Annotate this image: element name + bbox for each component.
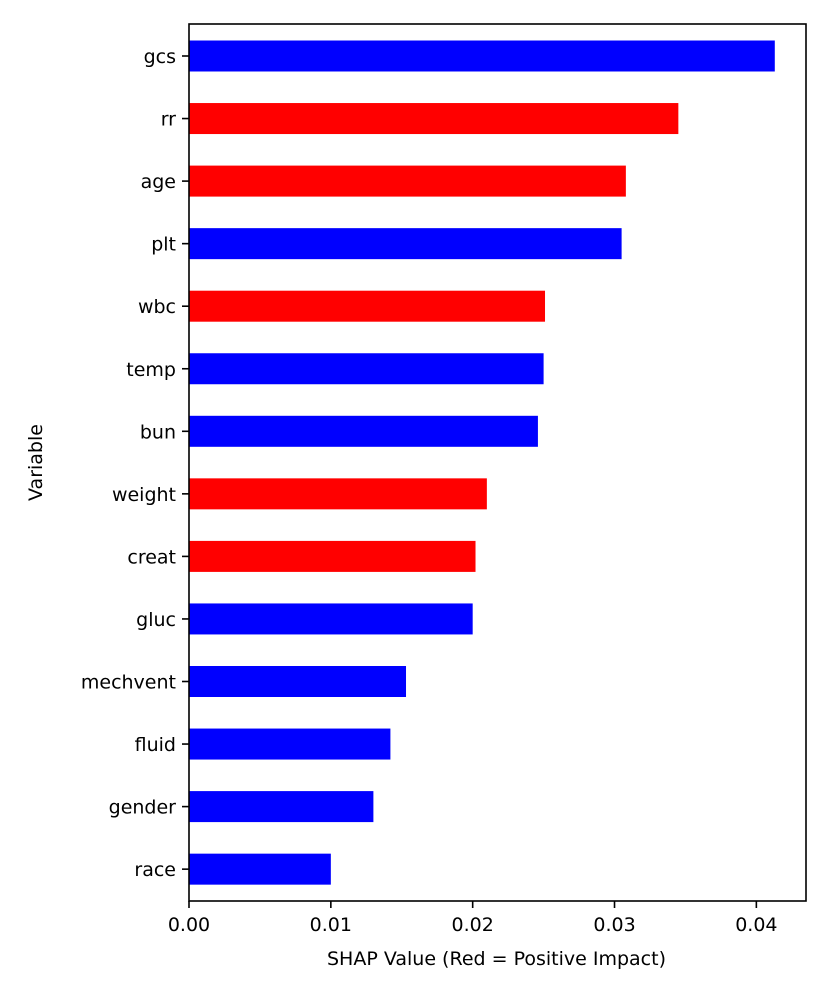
y-tick-label: temp bbox=[126, 359, 176, 381]
bar-gender bbox=[189, 791, 374, 823]
x-tick-label: 0.02 bbox=[452, 914, 494, 936]
y-tick-label: creat bbox=[127, 546, 176, 568]
x-tick-label: 0.01 bbox=[310, 914, 352, 936]
y-tick-label: gcs bbox=[144, 46, 176, 68]
x-axis-label: SHAP Value (Red = Positive Impact) bbox=[327, 948, 666, 970]
x-tick-label: 0.04 bbox=[735, 914, 777, 936]
bar-age bbox=[189, 165, 626, 197]
bar-fluid bbox=[189, 728, 391, 760]
y-tick-label: mechvent bbox=[81, 672, 176, 694]
y-tick-label: weight bbox=[112, 484, 176, 506]
bar-creat bbox=[189, 540, 476, 572]
y-tick-label: race bbox=[134, 859, 176, 881]
plot-frame bbox=[188, 23, 807, 902]
y-tick-label: gluc bbox=[136, 609, 176, 631]
bar-gcs bbox=[189, 40, 775, 72]
bar-plt bbox=[189, 228, 622, 260]
x-tick-label: 0.00 bbox=[168, 914, 210, 936]
y-tick-label: bun bbox=[140, 421, 176, 443]
bar-mechvent bbox=[189, 666, 407, 697]
bar-bun bbox=[189, 415, 538, 447]
x-tick-label: 0.03 bbox=[593, 914, 635, 936]
y-tick-label: wbc bbox=[138, 296, 176, 318]
bar-wbc bbox=[189, 290, 546, 322]
y-axis-label: Variable bbox=[25, 424, 47, 501]
y-tick-label: rr bbox=[161, 109, 176, 131]
bar-race bbox=[189, 853, 331, 885]
bar-temp bbox=[189, 353, 544, 385]
bar-weight bbox=[189, 478, 487, 510]
y-tick-label: gender bbox=[109, 797, 177, 819]
x-ticks-group: 0.00 0.01 0.02 0.03 0.04 bbox=[168, 901, 778, 936]
y-tick-label: age bbox=[141, 171, 176, 193]
bar-gluc bbox=[189, 603, 473, 635]
y-tick-label: plt bbox=[151, 234, 176, 256]
bars-group bbox=[189, 40, 775, 885]
bar-rr bbox=[189, 103, 679, 135]
y-tick-label: fluid bbox=[135, 734, 176, 756]
y-ticks-group: gcs rr age plt wbc temp bun weight creat gluc mech… bbox=[81, 46, 189, 881]
